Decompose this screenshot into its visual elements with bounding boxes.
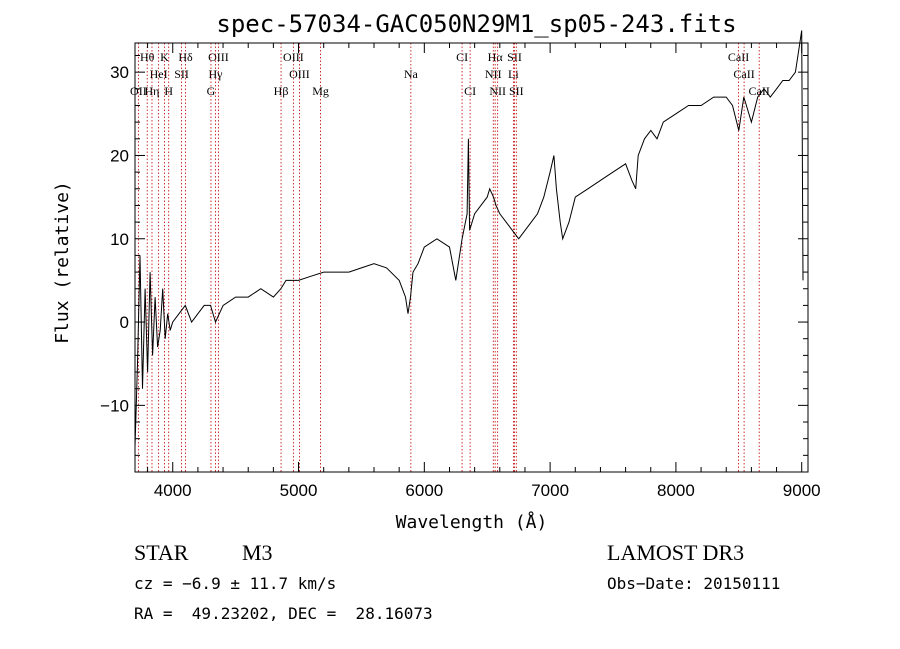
spectral-line-label: Mg <box>312 84 329 98</box>
spectrum-series-line <box>134 30 804 448</box>
x-tick-label: 5000 <box>280 481 318 500</box>
spectral-line-label: Hγ <box>209 67 224 81</box>
spectral-line-label: SII <box>174 67 189 81</box>
survey-name: LAMOST DR3 <box>607 540 745 565</box>
spectral-line-label: Hα <box>488 50 504 64</box>
plot-frame <box>134 42 809 473</box>
spectral-line-label: CI <box>464 84 476 98</box>
spectral-line-label: Na <box>404 67 419 81</box>
spectral-line-label: Hβ <box>274 84 289 98</box>
x-tick-label: 6000 <box>405 481 443 500</box>
spectral-line-label: Li <box>508 67 519 81</box>
y-tick-label: −10 <box>100 396 129 415</box>
spectral-line-label: CaII <box>749 84 770 98</box>
object-subclass: M3 <box>242 540 273 565</box>
y-tick-label: 0 <box>120 313 129 332</box>
spectral-line-label: CI <box>456 50 468 64</box>
spectral-line-label: CaII <box>728 50 749 64</box>
object-class: STAR <box>134 540 189 565</box>
x-tick-label: 4000 <box>154 481 192 500</box>
redshift-velocity: cz = −6.9 ± 11.7 km/s <box>134 574 337 593</box>
y-tick-label: 20 <box>110 146 129 165</box>
spectral-line-label: G <box>207 84 216 98</box>
spectral-line-label: HeI <box>150 67 168 81</box>
x-tick-label: 9000 <box>783 481 821 500</box>
spectral-line-label: H <box>164 84 173 98</box>
x-tick-label: 7000 <box>531 481 569 500</box>
spectral-line-label: OIII <box>208 50 229 64</box>
spectral-line-label: Hθ <box>140 50 155 64</box>
spectral-line-label: K <box>160 50 169 64</box>
spectral-line-label: NII <box>485 67 502 81</box>
spectral-line-label: NII <box>489 84 506 98</box>
spectral-line-label: Hδ <box>178 50 193 64</box>
spectral-line-label: OIII <box>283 50 304 64</box>
x-tick-label: 8000 <box>657 481 695 500</box>
spectral-line-label: OIII <box>289 67 310 81</box>
y-tick-label: 10 <box>110 230 129 249</box>
spectral-line-label: OII <box>130 84 147 98</box>
chart-title: spec-57034-GAC050N29M1_sp05-243.fits <box>216 10 736 38</box>
spectral-line-label: CaII <box>733 67 754 81</box>
y-axis-label: Flux (relative) <box>52 181 73 344</box>
spectral-line-label: SII <box>507 50 522 64</box>
x-axis-label: Wavelength (Å) <box>396 511 548 533</box>
sky-coordinates: RA = 49.23202, DEC = 28.16073 <box>134 604 433 623</box>
y-tick-label: 30 <box>110 63 129 82</box>
spectral-line-label: SII <box>509 84 524 98</box>
spectral-line-label: Hη <box>145 84 160 98</box>
observation-date: Obs−Date: 20150111 <box>607 574 781 593</box>
